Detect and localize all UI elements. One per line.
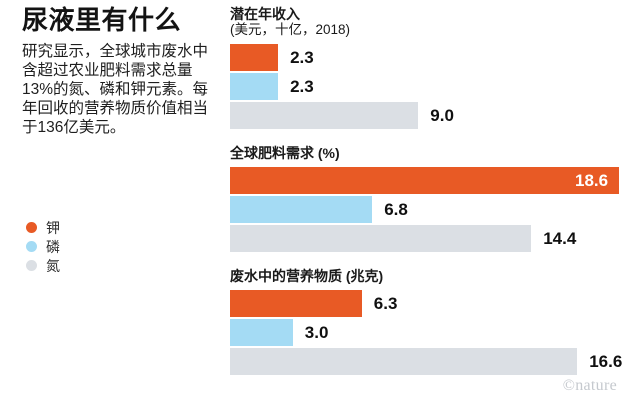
bar-row-phosphorus: 3.0 xyxy=(230,319,640,346)
legend-swatch-icon xyxy=(26,241,37,252)
group-title: 潜在年收入 xyxy=(230,6,300,22)
page-title: 尿液里有什么 xyxy=(22,5,182,35)
legend-label: 磷 xyxy=(46,238,60,255)
chart-group-2: 全球肥料需求 (%) 18.6 6.8 14.4 xyxy=(230,145,640,252)
value-label: 3.0 xyxy=(304,322,329,342)
bar-phosphorus xyxy=(230,73,279,100)
bar-row-nitrogen: 9.0 xyxy=(230,102,640,129)
legend-label: 氮 xyxy=(46,257,60,274)
bar-rows: 6.3 3.0 16.6 xyxy=(230,290,640,375)
bar-row-nitrogen: 14.4 xyxy=(230,225,640,252)
group-title: 废水中的营养物质 (兆克) xyxy=(230,268,384,284)
bar-row-phosphorus: 2.3 xyxy=(230,73,640,100)
bar-rows: 2.3 2.3 9.0 xyxy=(230,44,640,129)
legend-swatch-icon xyxy=(26,260,37,271)
value-label: 9.0 xyxy=(430,105,454,125)
legend-item-phosphorus: 磷 xyxy=(26,237,60,256)
bar-phosphorus xyxy=(230,196,373,223)
bar-nitrogen xyxy=(230,225,532,252)
group-subtitle: (美元，十亿，2018) xyxy=(230,22,351,37)
bar-row-nitrogen: 16.6 xyxy=(230,348,640,375)
group-title: 全球肥料需求 (%) xyxy=(230,145,340,161)
bar-potassium: 18.6 xyxy=(230,167,620,194)
legend-swatch-icon xyxy=(26,222,37,233)
bar-chart: 潜在年收入 (美元，十亿，2018) 2.3 2.3 9.0 全球肥料需求 (%) 18.6… xyxy=(230,6,640,377)
value-label: 6.3 xyxy=(373,293,398,313)
value-label: 2.3 xyxy=(290,47,314,67)
bar-row-potassium: 18.6 xyxy=(230,167,640,194)
nature-watermark: ©nature xyxy=(562,377,617,394)
bar-row-potassium: 2.3 xyxy=(230,44,640,71)
legend-item-potassium: 钾 xyxy=(26,218,60,237)
bar-potassium xyxy=(230,44,279,71)
value-label: 2.3 xyxy=(290,76,314,96)
intro-text: 研究显示，全球城市废水中含超过农业肥料需求总量13%的氮、磷和钾元素。每年回收的… xyxy=(22,43,209,136)
chart-group-3: 废水中的营养物质 (兆克) 6.3 3.0 16.6 xyxy=(230,268,640,375)
value-label: 6.8 xyxy=(384,199,408,219)
bar-row-phosphorus: 6.8 xyxy=(230,196,640,223)
value-label: 18.6 xyxy=(574,170,609,190)
bar-row-potassium: 6.3 xyxy=(230,290,640,317)
legend-item-nitrogen: 氮 xyxy=(26,256,60,275)
bar-potassium xyxy=(230,290,362,317)
legend: 钾磷氮 xyxy=(26,218,60,275)
bar-rows: 18.6 6.8 14.4 xyxy=(230,167,640,252)
chart-group-1: 潜在年收入 (美元，十亿，2018) 2.3 2.3 9.0 xyxy=(230,6,640,129)
value-label: 14.4 xyxy=(543,228,577,248)
bar-nitrogen xyxy=(230,348,578,375)
bar-nitrogen xyxy=(230,102,419,129)
legend-label: 钾 xyxy=(46,219,60,236)
value-label: 16.6 xyxy=(589,351,623,371)
bar-phosphorus xyxy=(230,319,293,346)
